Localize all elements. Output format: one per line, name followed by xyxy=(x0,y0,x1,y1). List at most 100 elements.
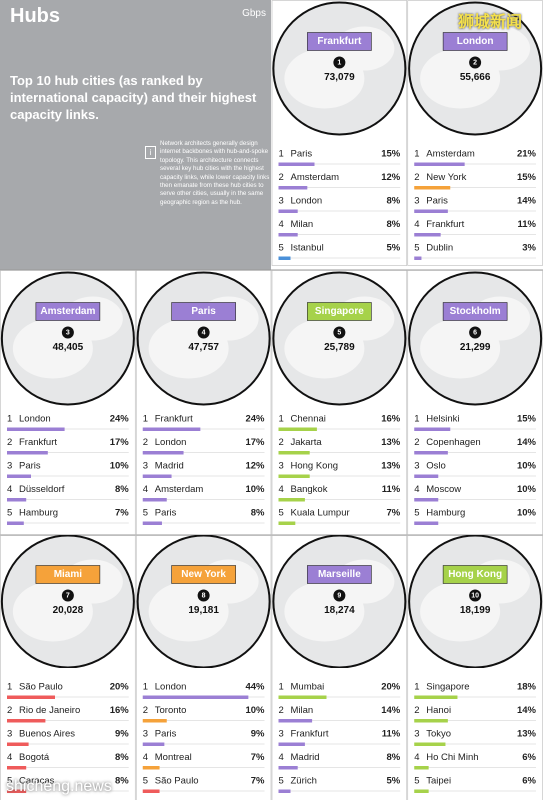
hub-capacity: 21,299 xyxy=(460,342,491,353)
link-rank: 3 xyxy=(414,729,419,740)
link-value: 8% xyxy=(387,752,401,763)
link-value: 8% xyxy=(115,776,129,787)
hub: Paris 4 47,757 1 Frankfurt 24% 2 London 17% 3 Madr… xyxy=(135,270,272,536)
link-rank: 5 xyxy=(279,508,284,519)
link-value: 13% xyxy=(517,729,537,740)
link-city: Caracas xyxy=(19,776,55,787)
link-city: São Paulo xyxy=(155,776,199,787)
hub: Miami 7 20,028 1 São Paulo 20% 2 Rio de Janeiro… xyxy=(0,535,136,800)
info-icon: i xyxy=(145,146,156,159)
link-bar xyxy=(414,162,465,166)
link-rank: 2 xyxy=(414,705,419,716)
hub: Hong Kong 10 18,199 1 Singapore 18% 2 Hanoi 14% 3… xyxy=(407,535,543,800)
hub-rank: 5 xyxy=(337,329,341,336)
link-bar xyxy=(278,256,291,260)
link-value: 9% xyxy=(251,729,265,740)
link-value: 8% xyxy=(387,219,401,230)
link-rank: 5 xyxy=(279,243,284,254)
link-value: 7% xyxy=(251,776,265,787)
link-bar xyxy=(278,474,310,478)
link-bar xyxy=(278,186,308,190)
link-value: 14% xyxy=(517,437,537,448)
link-city: London xyxy=(155,437,187,448)
link-bar xyxy=(278,498,305,502)
hub-capacity: 25,789 xyxy=(324,342,355,353)
link-city: Rio de Janeiro xyxy=(19,705,80,716)
hub-name: Marseille xyxy=(318,569,361,580)
link-rank: 2 xyxy=(414,172,419,183)
link-city: Taipei xyxy=(426,776,451,787)
link-city: Frankfurt xyxy=(19,437,57,448)
hub-label-bg xyxy=(35,302,101,321)
link-rank: 5 xyxy=(143,776,148,787)
link-rank: 3 xyxy=(7,729,12,740)
link-rank: 3 xyxy=(414,461,419,472)
link-city: Paris xyxy=(19,461,41,472)
link-rank: 3 xyxy=(143,461,148,472)
link-rank: 2 xyxy=(143,437,148,448)
link-rank: 2 xyxy=(7,705,12,716)
hub-rank: 9 xyxy=(337,592,341,599)
link-city: Milan xyxy=(291,705,314,716)
link-city: Paris xyxy=(155,508,177,519)
link-value: 12% xyxy=(381,172,401,183)
hub-rank: 6 xyxy=(473,329,477,336)
hub-label-bg xyxy=(442,565,508,584)
link-value: 10% xyxy=(245,705,265,716)
link-rank: 3 xyxy=(414,196,419,207)
link-rank: 4 xyxy=(279,484,284,495)
link-bar xyxy=(7,521,24,525)
link-value: 20% xyxy=(110,682,130,693)
link-bar xyxy=(142,521,162,525)
link-bar xyxy=(414,427,451,431)
link-bar xyxy=(414,766,429,770)
link-bar xyxy=(414,474,439,478)
rank-dot xyxy=(61,326,74,339)
link-bar xyxy=(7,451,48,455)
link-city: London xyxy=(291,196,323,207)
link-rank: 3 xyxy=(279,729,284,740)
link-city: Copenhagen xyxy=(426,437,480,448)
hub-rank: 8 xyxy=(202,592,206,599)
link-city: Moscow xyxy=(426,484,461,495)
link-rank: 1 xyxy=(143,414,148,425)
link-bar xyxy=(278,209,298,213)
link-rank: 3 xyxy=(7,461,12,472)
watermark: shicheng.news xyxy=(6,778,112,795)
link-bar xyxy=(278,719,313,723)
link-city: São Paulo xyxy=(19,682,63,693)
link-bar xyxy=(7,719,46,723)
link-value: 20% xyxy=(381,682,401,693)
link-value: 3% xyxy=(522,243,536,254)
link-city: Paris xyxy=(291,149,313,160)
link-bar xyxy=(414,719,448,723)
link-rank: 5 xyxy=(414,508,419,519)
hub-label-bg xyxy=(171,565,236,584)
hub-capacity: 48,405 xyxy=(53,342,84,353)
link-rank: 1 xyxy=(7,682,12,693)
rank-dot xyxy=(333,56,346,69)
link-rank: 1 xyxy=(279,149,284,160)
link-bar xyxy=(142,789,160,793)
link-rank: 4 xyxy=(279,752,284,763)
link-city: Montreal xyxy=(155,752,192,763)
link-bar xyxy=(414,209,448,213)
hub-rank: 1 xyxy=(337,59,341,66)
hub-rank: 4 xyxy=(202,329,206,336)
link-rank: 3 xyxy=(279,461,284,472)
link-rank: 2 xyxy=(414,437,419,448)
link-value: 15% xyxy=(517,414,537,425)
link-city: Singapore xyxy=(426,682,469,693)
link-rank: 2 xyxy=(279,705,284,716)
hub-capacity: 73,079 xyxy=(324,72,355,83)
link-rank: 1 xyxy=(7,414,12,425)
hub-name: Amsterdam xyxy=(40,306,95,317)
link-value: 10% xyxy=(110,461,130,472)
hub: New York 8 19,181 1 London 44% 2 Toronto 10% 3 Par… xyxy=(135,535,272,800)
link-city: Paris xyxy=(155,729,177,740)
link-value: 14% xyxy=(517,705,537,716)
link-value: 16% xyxy=(381,414,401,425)
link-bar xyxy=(414,789,429,793)
hub-name: Hong Kong xyxy=(448,569,502,580)
